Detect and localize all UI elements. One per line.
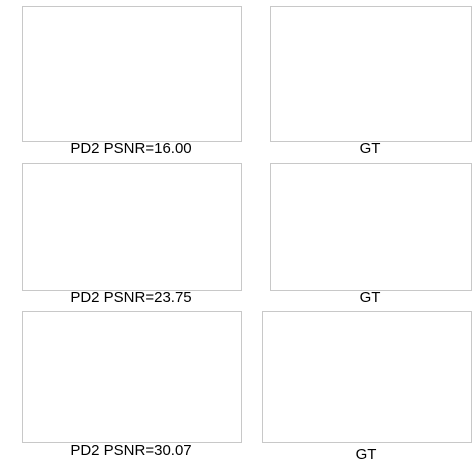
panel-row1-left: 3.02.52.01.51.00.50.0AA0.0000.0250.0500.…	[22, 6, 242, 146]
caption-row1-right: GT	[359, 140, 381, 157]
caption-row3-left: PD2 PSNR=30.07	[70, 442, 192, 459]
panel-row1-right: 3.02.52.01.51.00.50.0AA0.0000.0250.0500.…	[270, 6, 472, 146]
caption-row3-right: GT	[355, 446, 377, 463]
caption-row2-right: GT	[359, 289, 381, 306]
panel-row3-left: 3.02.52.01.51.00.50.0AA0.0000.0250.0500.…	[22, 311, 242, 445]
caption-row2-left: PD2 PSNR=23.75	[70, 289, 192, 306]
panel-row2-right: 3.02.52.01.51.00.50.0AA0.0000.0250.0500.…	[270, 163, 472, 297]
caption-row1-left: PD2 PSNR=16.00	[70, 140, 192, 157]
panel-row3-right: 3.02.52.01.51.00.50.0AA0.0000.0250.0500.…	[262, 311, 472, 445]
panel-row2-left: 3.02.52.01.51.00.50.0AA0.0000.0250.0500.…	[22, 163, 242, 297]
